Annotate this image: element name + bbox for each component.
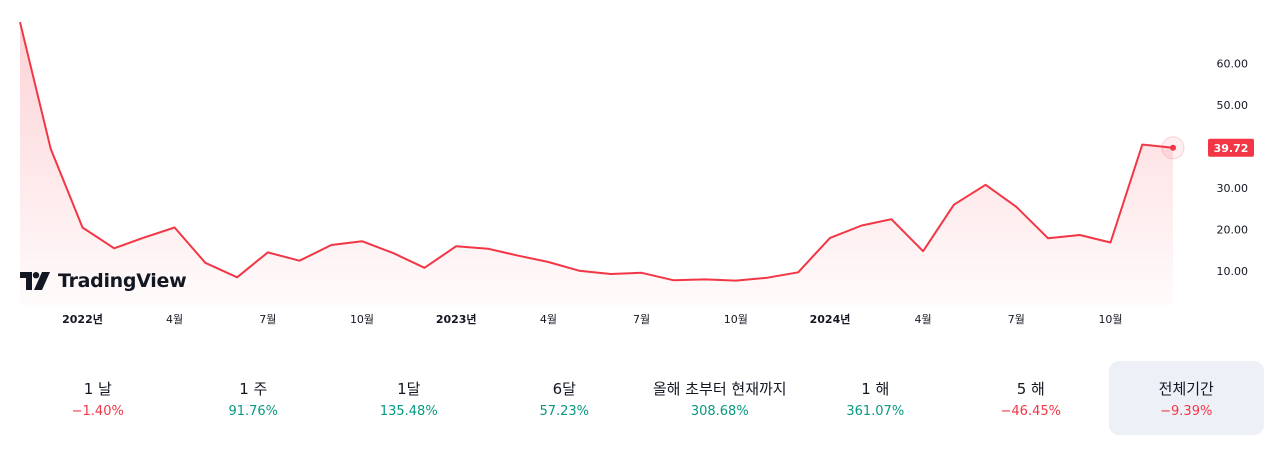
x-tick-label: 4월 bbox=[540, 313, 557, 326]
x-tick-label: 10월 bbox=[724, 313, 748, 326]
period-change-value: −46.45% bbox=[1000, 403, 1061, 419]
price-line bbox=[19, 21, 1174, 282]
period-label: 1달 bbox=[397, 379, 421, 398]
period-change-value: 91.76% bbox=[228, 403, 279, 419]
period-label: 올해 초부터 현재까지 bbox=[652, 379, 787, 398]
tradingview-logo-icon bbox=[20, 272, 50, 290]
x-tick-label: 10월 bbox=[1098, 313, 1122, 326]
brand-name: TradingView bbox=[58, 270, 187, 292]
x-tick-label: 7월 bbox=[1008, 313, 1025, 326]
last-price-label: 39.72 bbox=[1214, 142, 1249, 155]
period-label: 전체기간 bbox=[1158, 379, 1214, 398]
last-price-tag bbox=[1208, 138, 1254, 157]
period-label: 5 해 bbox=[1016, 379, 1045, 398]
x-tick-label: 2024년 bbox=[810, 312, 851, 326]
period-change-value: 361.07% bbox=[846, 403, 905, 419]
period-button[interactable]: 1달 135.48% bbox=[331, 361, 487, 435]
x-tick-label: 2022년 bbox=[62, 312, 103, 326]
period-change-value: 57.23% bbox=[539, 403, 590, 419]
y-tick-label: 30.00 bbox=[1217, 182, 1249, 195]
period-button[interactable]: 1 날 −1.40% bbox=[20, 361, 176, 435]
period-button[interactable]: 1 해 361.07% bbox=[798, 361, 954, 435]
y-tick-label: 20.00 bbox=[1217, 224, 1249, 237]
x-tick-label: 4월 bbox=[915, 313, 932, 326]
period-button[interactable]: 올해 초부터 현재까지 308.68% bbox=[642, 361, 798, 435]
y-tick-label: 60.00 bbox=[1217, 58, 1249, 71]
period-change-value: −1.40% bbox=[71, 403, 124, 419]
tradingview-logo: TradingView bbox=[20, 270, 187, 292]
period-button[interactable]: 전체기간 −9.39% bbox=[1108, 361, 1264, 435]
period-label: 1 날 bbox=[83, 379, 112, 398]
period-selector: 1 날 −1.40% 1 주 91.76% 1달 135.48% 6달 57.23% 올해 초부… bbox=[20, 361, 1264, 435]
price-area bbox=[20, 22, 1173, 305]
y-tick-label: 10.00 bbox=[1217, 265, 1249, 278]
period-change-value: 308.68% bbox=[690, 403, 749, 419]
period-change-value: −9.39% bbox=[1160, 403, 1213, 419]
period-change-value: 135.48% bbox=[379, 403, 438, 419]
period-label: 1 주 bbox=[239, 379, 268, 398]
x-tick-label: 4월 bbox=[166, 313, 183, 326]
x-tick-label: 7월 bbox=[633, 313, 650, 326]
period-button[interactable]: 1 주 91.76% bbox=[176, 361, 332, 435]
x-tick-label: 7월 bbox=[259, 313, 276, 326]
period-label: 6달 bbox=[552, 379, 576, 398]
x-tick-label: 10월 bbox=[350, 313, 374, 326]
x-tick-label: 2023년 bbox=[436, 312, 477, 326]
period-button[interactable]: 5 해 −46.45% bbox=[953, 361, 1109, 435]
last-point-marker bbox=[1170, 144, 1176, 151]
period-label: 1 해 bbox=[861, 379, 890, 398]
period-button[interactable]: 6달 57.23% bbox=[487, 361, 643, 435]
y-tick-label: 50.00 bbox=[1217, 99, 1249, 112]
